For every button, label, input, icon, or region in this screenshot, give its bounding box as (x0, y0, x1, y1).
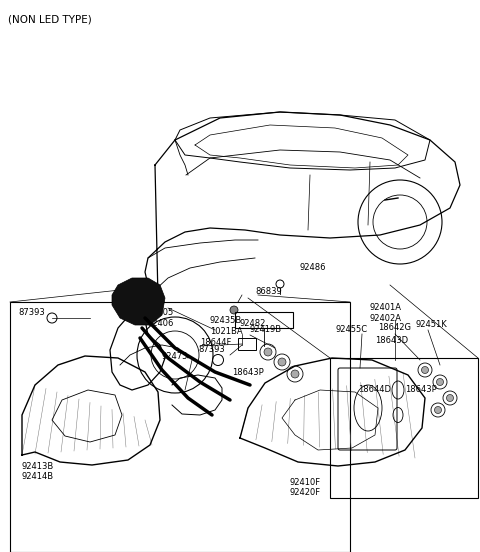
Text: 18643D: 18643D (375, 336, 408, 345)
Circle shape (434, 406, 442, 413)
Text: 92486: 92486 (300, 263, 326, 272)
Text: 18642G: 18642G (378, 323, 411, 332)
Circle shape (446, 395, 454, 401)
Text: 18644D: 18644D (358, 385, 391, 394)
Text: 92420F: 92420F (290, 488, 321, 497)
Text: 18643P: 18643P (405, 385, 437, 394)
Circle shape (230, 306, 238, 314)
Text: 92451K: 92451K (415, 320, 447, 329)
Text: 92414B: 92414B (22, 472, 54, 481)
Text: 18643P: 18643P (232, 368, 264, 377)
Text: 18644F: 18644F (200, 338, 231, 347)
Circle shape (291, 370, 299, 378)
Text: 86839: 86839 (255, 287, 282, 296)
Text: (NON LED TYPE): (NON LED TYPE) (8, 14, 92, 24)
Text: 92413B: 92413B (22, 462, 54, 471)
Circle shape (436, 379, 444, 385)
Text: 92419B: 92419B (250, 325, 282, 334)
Text: 92401A
92402A: 92401A 92402A (370, 303, 402, 323)
Circle shape (421, 367, 429, 374)
Text: 92405
92406: 92405 92406 (148, 308, 174, 328)
Text: 92482: 92482 (240, 319, 266, 328)
Circle shape (264, 348, 272, 356)
Text: 92435B
1021BA: 92435B 1021BA (210, 316, 242, 336)
Text: 92410F: 92410F (290, 478, 321, 487)
Text: 92455C: 92455C (336, 325, 368, 334)
Text: 87393: 87393 (198, 345, 225, 354)
Circle shape (278, 358, 286, 366)
Polygon shape (112, 278, 165, 325)
Text: 87393: 87393 (18, 308, 45, 317)
Text: 92475: 92475 (162, 352, 188, 361)
